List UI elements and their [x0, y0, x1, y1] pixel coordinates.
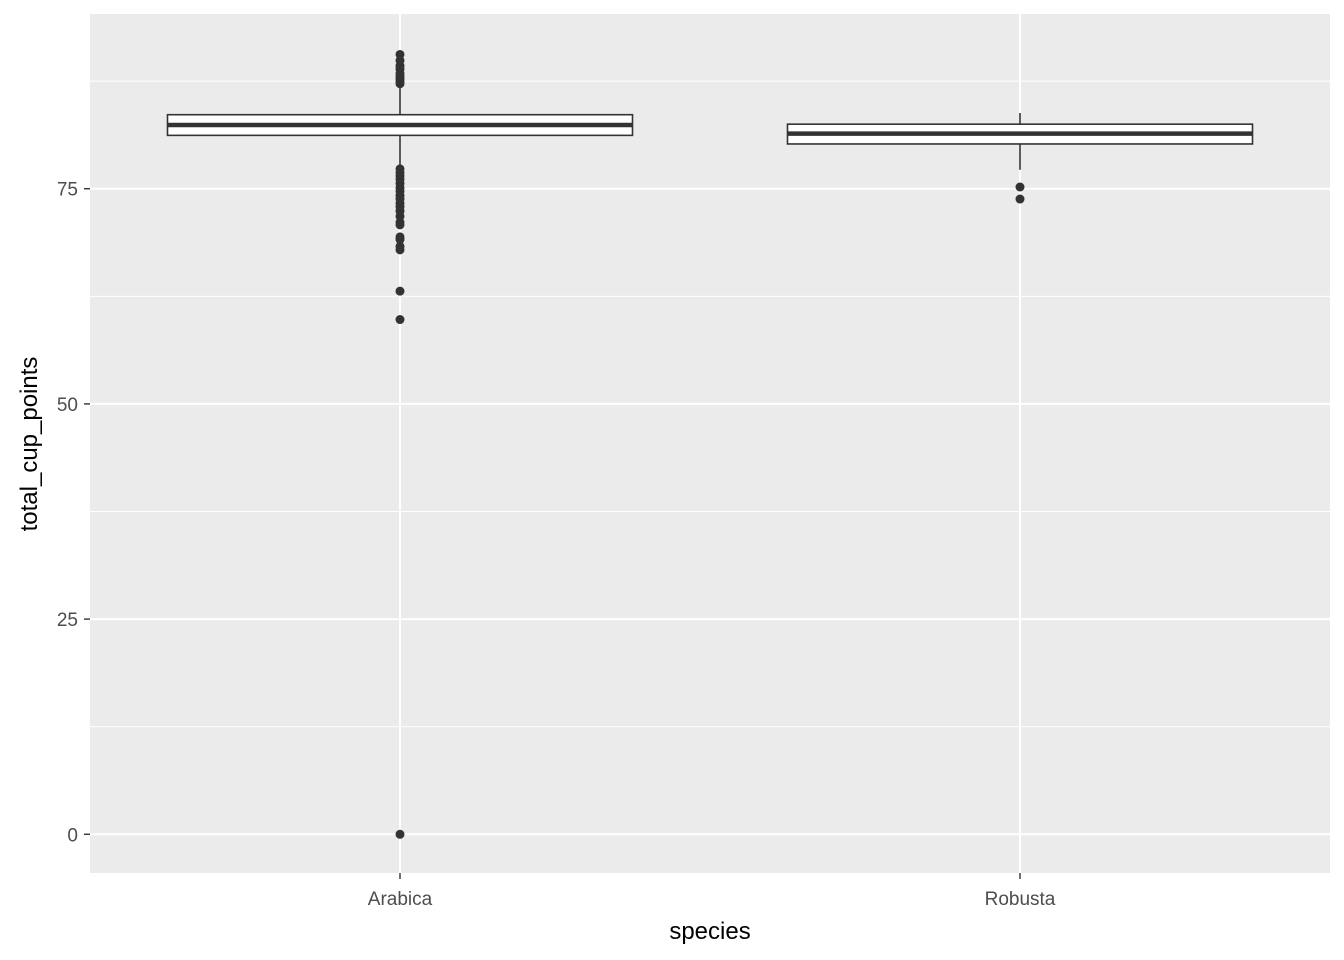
x-axis-title: species: [669, 918, 750, 945]
boxplot-arabica: [166, 49, 634, 839]
outlier-point: [395, 315, 405, 325]
boxplots: [166, 49, 1254, 839]
y-tick-label: 25: [57, 610, 78, 631]
panel-background: [90, 14, 1330, 873]
y-axis-title: total_cup_points: [16, 357, 43, 532]
outlier-point: [395, 245, 405, 255]
outlier-point: [395, 829, 405, 839]
outlier-point: [395, 286, 405, 296]
axes: 0 25 50 75 Arabica Robusta: [57, 180, 1056, 910]
outlier-point: [395, 220, 405, 230]
x-tick-label: Robusta: [985, 889, 1056, 910]
y-tick-label: 50: [57, 395, 78, 416]
outlier-point: [395, 235, 405, 245]
outlier-point: [395, 49, 405, 59]
boxplot-robusta: [786, 112, 1254, 204]
outlier-point: [1015, 182, 1025, 192]
y-tick-label: 0: [67, 825, 78, 846]
y-tick-label: 75: [57, 180, 78, 201]
outlier-point: [1015, 194, 1025, 204]
x-tick-label: Arabica: [368, 889, 433, 910]
